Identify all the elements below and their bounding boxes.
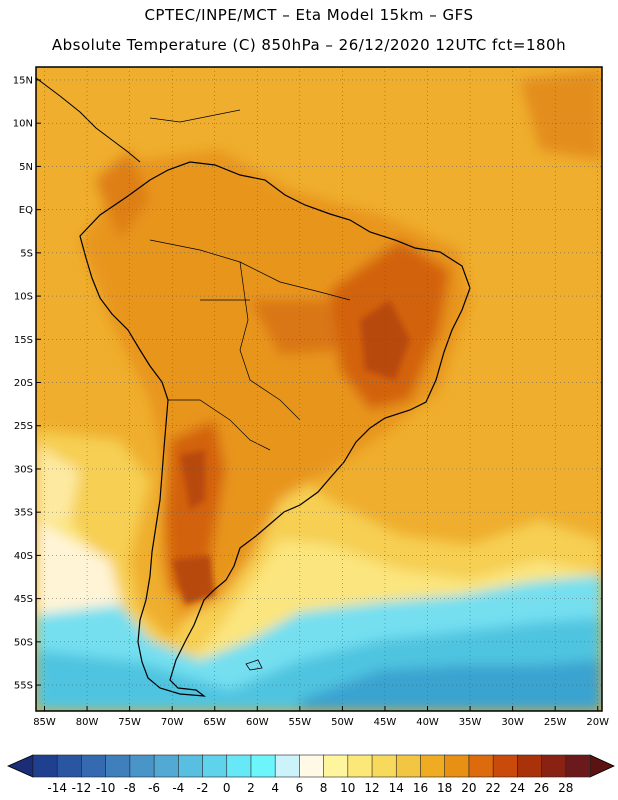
colorbar-swatch	[250, 754, 276, 778]
colorbar-swatch	[444, 754, 470, 778]
map-frame	[35, 66, 603, 712]
lon-tick-label: 55W	[289, 717, 312, 728]
lat-tick-label: 5S	[20, 248, 33, 259]
colorbar-swatch	[517, 754, 543, 778]
colorbar-label: -4	[172, 781, 184, 795]
lat-tick-label: 10S	[14, 292, 33, 303]
lon-tick-label: 40W	[416, 717, 439, 728]
lat-tick-label: 55S	[14, 681, 33, 692]
colorbar-underflow-arrow	[7, 754, 34, 778]
lat-tick-label: 45S	[14, 594, 33, 605]
colorbar-swatch	[226, 754, 252, 778]
colorbar-swatch	[105, 754, 131, 778]
colorbar-swatch	[565, 754, 591, 778]
lat-tick-label: 15S	[14, 335, 33, 346]
colorbar-swatch	[492, 754, 518, 778]
colorbar-label: 16	[413, 781, 428, 795]
colorbar-swatch	[81, 754, 107, 778]
lon-tick-label: 80W	[76, 717, 99, 728]
lon-tick-label: 30W	[501, 717, 524, 728]
colorbar-label: -6	[148, 781, 160, 795]
colorbar-label: 24	[510, 781, 525, 795]
colorbar-overflow-arrow	[589, 754, 615, 778]
colorbar-swatch	[129, 754, 155, 778]
colorbar-swatch	[541, 754, 567, 778]
chart-title-line-1: CPTEC/INPE/MCT – Eta Model 15km – GFS	[144, 6, 474, 24]
colorbar-swatch	[153, 754, 179, 778]
field-veryhot-patagonia	[172, 555, 215, 605]
colorbar-label: -2	[197, 781, 209, 795]
colorbar-label: 0	[223, 781, 231, 795]
lat-tick-label: 15N	[13, 75, 33, 86]
colorbar-label: 4	[271, 781, 279, 795]
lon-tick-label: 85W	[33, 717, 56, 728]
colorbar-swatch	[202, 754, 228, 778]
lat-tick-label: EQ	[19, 205, 33, 216]
colorbar-label: 12	[364, 781, 379, 795]
colorbar-label: 8	[320, 781, 328, 795]
colorbar-swatch	[371, 754, 397, 778]
colorbar-swatch	[468, 754, 494, 778]
field-deepblue-south	[300, 660, 602, 711]
central-america-coastline	[36, 77, 141, 163]
colorbar-label: -8	[124, 781, 136, 795]
colorbar-swatch	[299, 754, 325, 778]
colorbar-label: -14	[47, 781, 67, 795]
lat-tick-label: 35S	[14, 508, 33, 519]
lon-tick-label: 20W	[586, 717, 609, 728]
colorbar-label: 6	[296, 781, 304, 795]
colorbar-swatch	[395, 754, 422, 778]
lon-tick-label: 35W	[459, 717, 482, 728]
lon-tick-label: 75W	[118, 717, 141, 728]
field-hot-central	[250, 300, 340, 355]
colorbar-label: -12	[72, 781, 92, 795]
falkland-islands	[245, 659, 263, 671]
field-layer	[36, 67, 602, 711]
lat-tick-label: 20S	[14, 378, 33, 389]
colorbar: -14 -12 -10 -8 -6 -4 -2 0 2 4 6 8 10 12 14 16 18 20 22 24 26…	[7, 754, 615, 795]
lat-tick-label: 40S	[14, 551, 33, 562]
colorbar-swatch	[274, 754, 300, 778]
colorbar-label: 18	[437, 781, 452, 795]
colorbar-label: 26	[534, 781, 549, 795]
lat-tick-label: 25S	[14, 421, 33, 432]
lon-tick-label: 25W	[544, 717, 567, 728]
latitude-axis: 15N 10N 5N EQ 5S 10S 15S 20S 25S 30S 35S 40S 45S 50S 5…	[13, 75, 41, 692]
field-warm-atlantic-ne	[520, 70, 602, 160]
colorbar-label: 14	[389, 781, 404, 795]
field-paleyellow-west	[36, 445, 80, 520]
south-america-coastline	[79, 161, 471, 697]
field-veryhot-andes	[180, 450, 205, 510]
colorbar-swatch	[347, 754, 373, 778]
colorbar-swatch	[178, 754, 204, 778]
country-borders	[149, 239, 351, 451]
colorbar-swatch	[420, 754, 446, 778]
colorbar-label: -10	[96, 781, 116, 795]
colorbar-swatch	[56, 754, 83, 778]
lat-tick-label: 10N	[13, 119, 33, 130]
colorbar-label: 22	[485, 781, 500, 795]
lat-tick-label: 50S	[14, 637, 33, 648]
chart-title-line-2: Absolute Temperature (C) 850hPa – 26/12/…	[51, 36, 567, 54]
colorbar-swatch	[323, 754, 349, 778]
lon-tick-label: 45W	[374, 717, 397, 728]
lon-tick-label: 50W	[331, 717, 354, 728]
lat-tick-label: 30S	[14, 464, 33, 475]
lon-tick-label: 60W	[246, 717, 269, 728]
colorbar-label: 28	[558, 781, 573, 795]
field-hot-north	[95, 150, 150, 240]
colorbar-label: 10	[340, 781, 355, 795]
colorbar-swatch	[32, 754, 58, 778]
longitude-axis: 85W 80W 75W 70W 65W 60W 55W 50W 45W 40W 35W 30W 25W 2…	[33, 706, 609, 728]
graticule	[36, 67, 602, 711]
colorbar-label: 20	[461, 781, 476, 795]
lon-tick-label: 70W	[161, 717, 184, 728]
colorbar-label: 2	[247, 781, 255, 795]
caribbean-coastline	[149, 109, 241, 123]
lat-tick-label: 5N	[19, 162, 33, 173]
lon-tick-label: 65W	[203, 717, 226, 728]
